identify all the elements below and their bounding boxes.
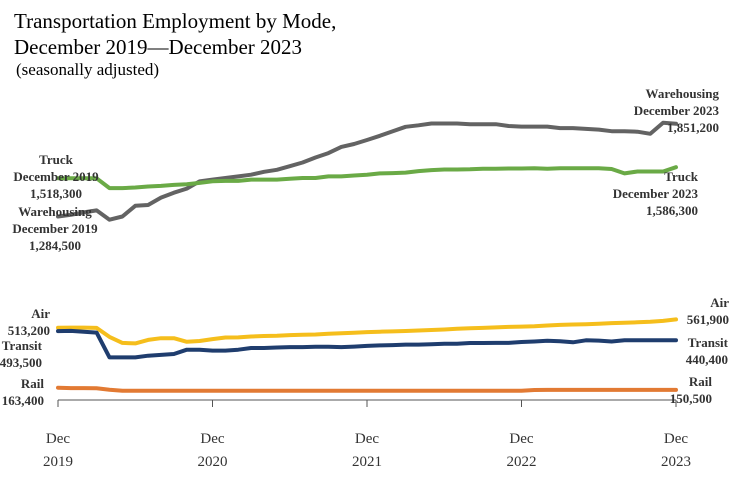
x-tick-label-month: Dec — [200, 431, 224, 447]
chart-subtitle: (seasonally adjusted) — [16, 60, 159, 79]
x-tick-label-year: 2022 — [507, 454, 537, 470]
warehousing-end-label: Warehousing December 2023 1,851,200 — [634, 86, 720, 135]
x-tick-label-month: Dec — [355, 431, 379, 447]
chart-title-line-1: Transportation Employment by Mode, — [14, 9, 336, 33]
x-tick-label-year: 2021 — [352, 454, 382, 470]
series-line-truck — [56, 165, 678, 191]
transit-start-label: Transit 493,500 — [0, 338, 43, 370]
truck-end-label: Truck December 2023 1,586,300 — [613, 169, 699, 218]
transit-end-label: Transit 440,400 — [686, 335, 729, 367]
x-tick-label-month: Dec — [664, 431, 688, 447]
x-tick-label-month: Dec — [46, 431, 70, 447]
truck-start-label: Truck December 2019 1,518,300 — [13, 152, 99, 201]
rail-start-label: Rail 163,400 — [2, 376, 45, 408]
x-tick-label-year: 2019 — [43, 454, 73, 470]
series-line-rail — [56, 385, 678, 393]
x-tick-label-year: 2023 — [661, 454, 691, 470]
series-line-warehousing — [56, 120, 678, 222]
warehousing-start-label: Warehousing December 2019 1,284,500 — [12, 204, 98, 253]
series-line-transit — [56, 328, 678, 360]
air-start-label: Air 513,200 — [8, 306, 50, 338]
x-tick-label-year: 2020 — [198, 454, 228, 470]
chart-title-line-2: December 2019—December 2023 — [14, 35, 302, 59]
x-tick-label-month: Dec — [509, 431, 533, 447]
air-end-label: Air 561,900 — [687, 295, 729, 327]
rail-end-label: Rail 150,500 — [670, 374, 713, 406]
